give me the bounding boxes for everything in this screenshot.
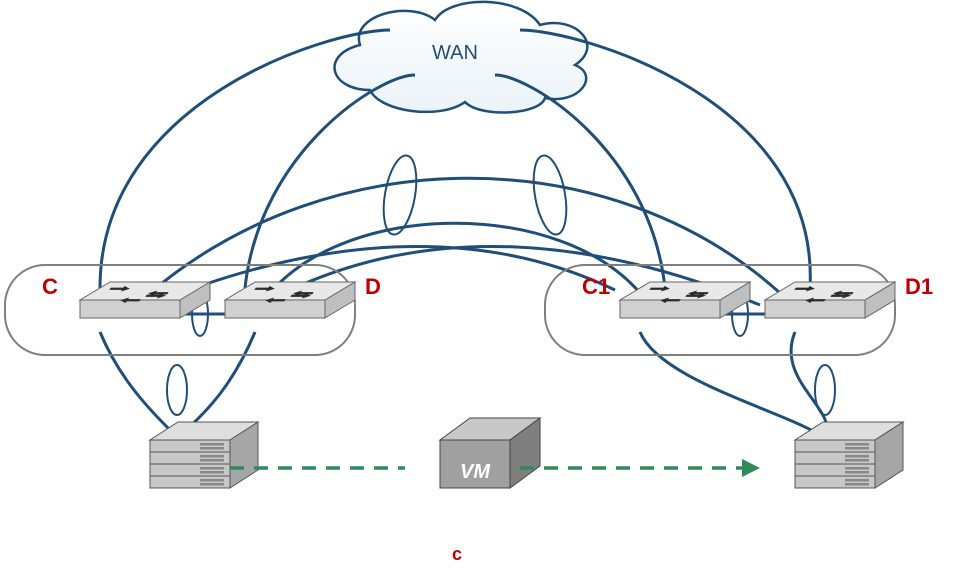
- link-bundle-ring: [167, 365, 187, 415]
- link-C1-server_right: [640, 332, 820, 435]
- switch-label-D: D: [365, 274, 381, 299]
- link-bundle-ring: [815, 365, 835, 415]
- wan-label: WAN: [432, 42, 478, 64]
- switch-label-C1: C1: [582, 274, 610, 299]
- server_left: [150, 422, 258, 488]
- link-bundle-ring: [528, 153, 571, 237]
- vm-box: VM: [440, 418, 540, 488]
- switch-C: C: [42, 274, 210, 318]
- link-D1-server_right: [791, 332, 827, 435]
- arrow-head-icon: [742, 459, 760, 477]
- link-C-server_left: [100, 332, 175, 435]
- vm-label: VM: [460, 461, 491, 483]
- switch-C1: C1: [582, 274, 750, 318]
- server_right: [795, 422, 903, 488]
- switch-label-D1: D1: [905, 274, 933, 299]
- link-C-D1: [150, 178, 780, 293]
- switch-label-C: C: [42, 274, 58, 299]
- link-D-server_left: [180, 332, 255, 435]
- figure-caption: c: [452, 544, 462, 564]
- wan-cloud: WAN: [335, 2, 588, 113]
- switch-D1: D1: [765, 274, 933, 318]
- switch-D: D: [225, 274, 381, 318]
